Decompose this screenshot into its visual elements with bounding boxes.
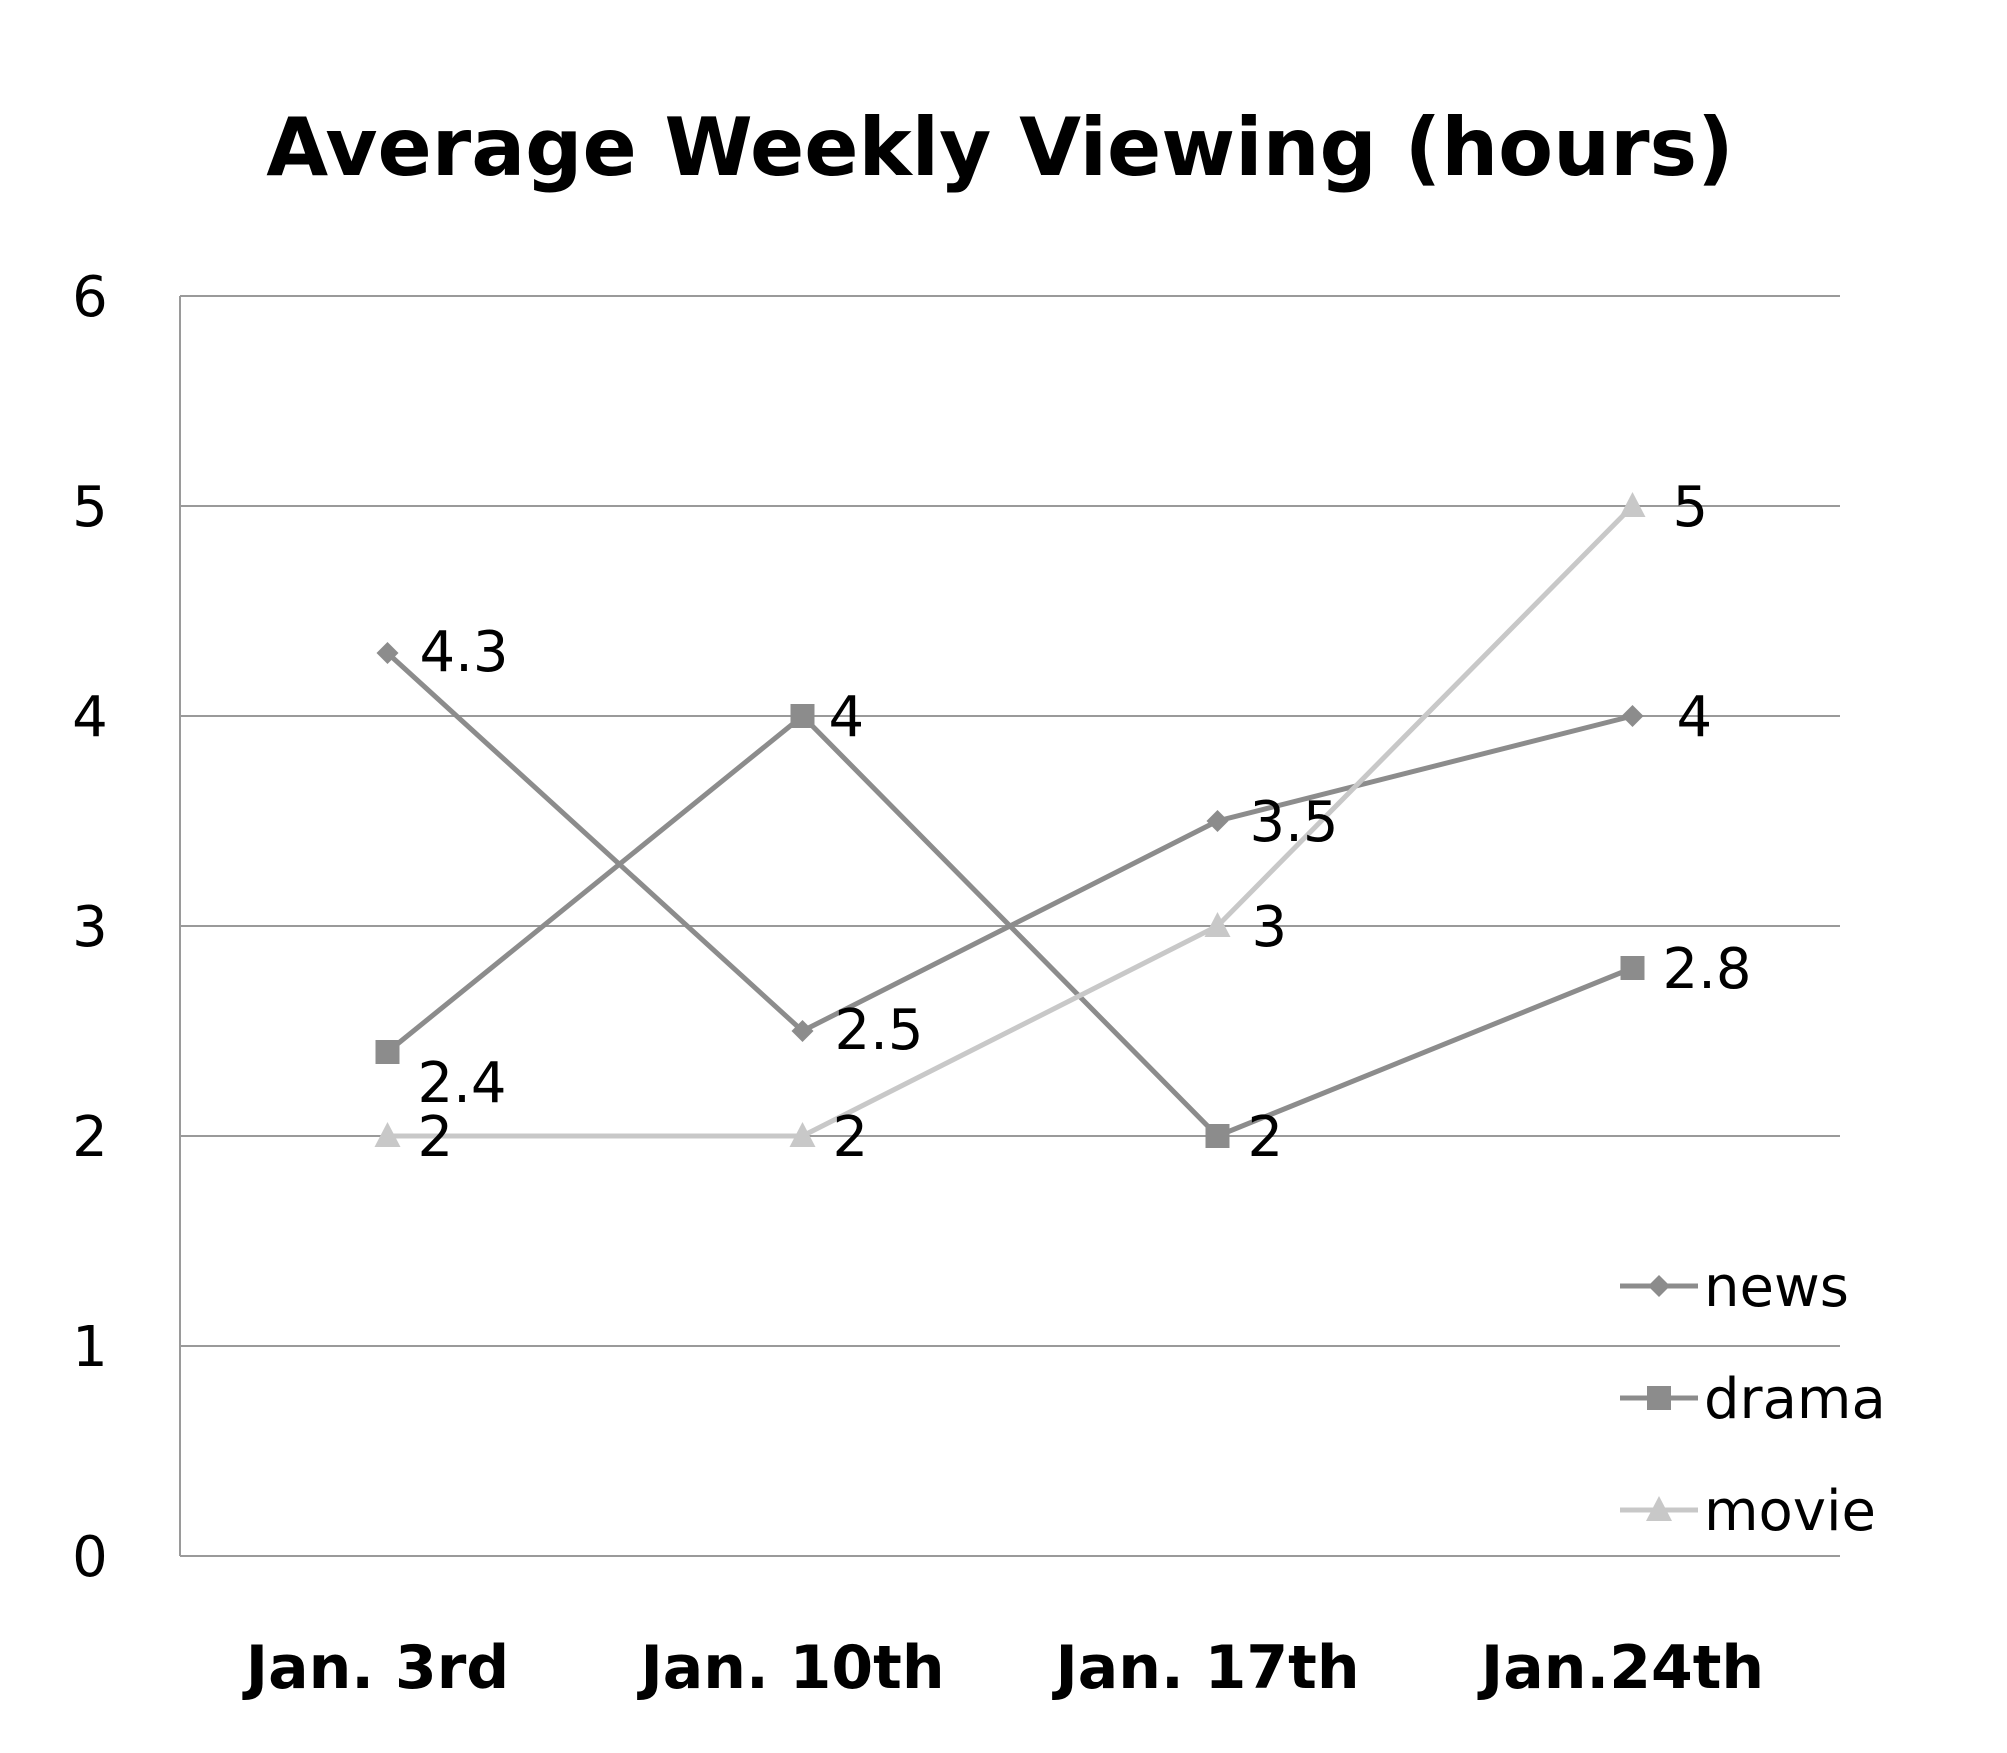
chart-title: Average Weekly Viewing (hours) xyxy=(266,101,1733,194)
legend-label: movie xyxy=(1704,1479,1876,1544)
news-point xyxy=(1206,810,1229,832)
drama-data-label: 2.4 xyxy=(418,1051,507,1116)
movie-point xyxy=(374,1122,401,1147)
y-tick-label: 2 xyxy=(72,1105,108,1170)
movie-data-label: 2 xyxy=(833,1105,869,1170)
news-point xyxy=(791,1020,814,1042)
news-data-label: 3.5 xyxy=(1250,790,1339,855)
data-labels: 4.3 2.5 3.5 4 2.4 4 2 2.8 2 2 3 5 xyxy=(418,475,1752,1170)
x-axis-ticks: Jan. 3rd Jan. 10th Jan. 17th Jan.24th xyxy=(242,1633,1764,1703)
drama-point xyxy=(375,1040,400,1064)
y-tick-label: 3 xyxy=(72,895,108,960)
y-tick-label: 1 xyxy=(72,1315,108,1380)
legend-label: drama xyxy=(1704,1367,1886,1432)
drama-data-label: 2 xyxy=(1248,1105,1284,1170)
legend-marker xyxy=(1647,1386,1671,1410)
legend-item-movie: movie xyxy=(1620,1479,1876,1544)
x-tick-label: Jan.24th xyxy=(1477,1633,1764,1703)
legend: news drama movie xyxy=(1620,1255,1886,1544)
series-lines xyxy=(374,492,1646,1148)
legend-marker xyxy=(1648,1275,1670,1297)
x-tick-label: Jan. 3rd xyxy=(242,1633,510,1703)
y-axis-ticks: 0 1 2 3 4 5 6 xyxy=(72,265,108,1590)
movie-data-label: 2 xyxy=(418,1105,454,1170)
series-line-drama xyxy=(385,712,1634,1139)
legend-label: news xyxy=(1704,1255,1849,1320)
y-tick-label: 4 xyxy=(72,685,108,750)
y-tick-label: 6 xyxy=(72,265,108,330)
legend-item-drama: drama xyxy=(1620,1367,1886,1432)
legend-marker xyxy=(1646,1496,1672,1521)
series-movie xyxy=(374,492,1646,1147)
y-tick-label: 0 xyxy=(72,1525,108,1590)
drama-point xyxy=(790,704,815,728)
news-data-label: 4 xyxy=(1677,685,1713,750)
movie-data-label: 3 xyxy=(1252,895,1288,960)
series-line-news xyxy=(385,651,1634,1035)
series-line-movie xyxy=(387,504,1635,1139)
news-data-label: 2.5 xyxy=(835,998,924,1063)
drama-data-label: 2.8 xyxy=(1663,937,1752,1002)
drama-point xyxy=(1205,1124,1230,1148)
movie-point xyxy=(1204,912,1231,937)
y-tick-label: 5 xyxy=(72,475,108,540)
series-drama xyxy=(375,704,1645,1148)
x-tick-label: Jan. 10th xyxy=(636,1633,944,1703)
news-point xyxy=(376,642,399,664)
legend-item-news: news xyxy=(1620,1255,1849,1320)
movie-data-label: 5 xyxy=(1673,475,1709,540)
news-point xyxy=(1621,705,1644,727)
news-data-label: 4.3 xyxy=(420,620,509,685)
x-tick-label: Jan. 17th xyxy=(1051,1633,1359,1703)
drama-data-label: 4 xyxy=(829,685,865,750)
movie-point xyxy=(1619,492,1646,517)
movie-point xyxy=(789,1122,816,1147)
drama-point xyxy=(1620,956,1645,980)
series-news xyxy=(376,642,1644,1042)
